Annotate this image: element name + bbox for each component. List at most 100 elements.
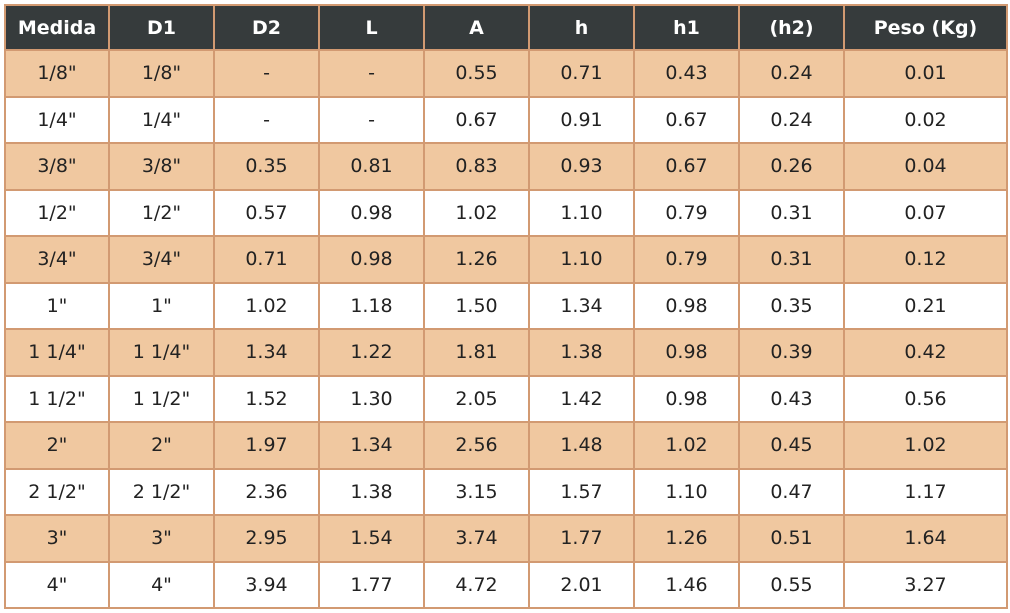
- table-cell: -: [318, 49, 425, 98]
- table-cell: 1.81: [423, 328, 530, 377]
- table-cell: 1 1/4": [4, 328, 110, 377]
- table-cell: 0.01: [843, 49, 1008, 98]
- table-row: 3/8" 3/8" 0.35 0.81 0.83 0.93 0.67 0.26 0.04: [4, 142, 1008, 191]
- table-cell: 1 1/2": [4, 374, 110, 423]
- header-cell: Medida: [4, 4, 110, 51]
- table-body: 1/8" 1/8" - -0.55 0.71 0.43 0.24 0.01 1/4" 1/4" - -…: [4, 49, 1008, 609]
- table-cell: 0.98: [318, 235, 425, 284]
- table-cell: 0.35: [738, 281, 845, 330]
- table-cell: 2": [4, 421, 110, 470]
- table-cell: 1.17: [843, 467, 1008, 516]
- table-cell: -: [318, 95, 425, 144]
- table-row: 1/4" 1/4" - -0.67 0.91 0.67 0.24 0.02: [4, 95, 1008, 144]
- table-cell: 1 1/4": [108, 328, 215, 377]
- table-row: 1/8" 1/8" - -0.55 0.71 0.43 0.24 0.01: [4, 49, 1008, 98]
- table-cell: 1/4": [108, 95, 215, 144]
- table-cell: 1.77: [528, 514, 635, 563]
- table-cell: 3": [4, 514, 110, 563]
- table-cell: 2 1/2": [108, 467, 215, 516]
- table-cell: 4": [108, 560, 215, 609]
- table-cell: 2.95: [213, 514, 320, 563]
- table-cell: 0.55: [423, 49, 530, 98]
- table-cell: 0.56: [843, 374, 1008, 423]
- table-cell: 0.93: [528, 142, 635, 191]
- table-cell: 0.42: [843, 328, 1008, 377]
- table-cell: 0.31: [738, 188, 845, 237]
- table-cell: 1/2": [108, 188, 215, 237]
- table-cell: 0.98: [633, 374, 740, 423]
- table-cell: 2.05: [423, 374, 530, 423]
- table-cell: 3/4": [4, 235, 110, 284]
- table-cell: 1": [108, 281, 215, 330]
- header-cell: (h2): [738, 4, 845, 51]
- table-cell: 1/2": [4, 188, 110, 237]
- table-cell: 0.71: [528, 49, 635, 98]
- table-row: 3" 3" 2.95 1.54 3.74 1.77 1.26 0.51 1.64: [4, 514, 1008, 563]
- table-cell: 1/8": [4, 49, 110, 98]
- header-cell: D2: [213, 4, 320, 51]
- table-cell: 0.98: [633, 328, 740, 377]
- header-cell: h: [528, 4, 635, 51]
- table-row: 1/2" 1/2" 0.57 0.98 1.02 1.10 0.79 0.31 0.07: [4, 188, 1008, 237]
- table-cell: 1.57: [528, 467, 635, 516]
- table-cell: 1.30: [318, 374, 425, 423]
- table-cell: 1 1/2": [108, 374, 215, 423]
- table-cell: 2.01: [528, 560, 635, 609]
- table-cell: 0.47: [738, 467, 845, 516]
- table-cell: 1.34: [528, 281, 635, 330]
- table-cell: 0.79: [633, 188, 740, 237]
- table-cell: 0.91: [528, 95, 635, 144]
- table-cell: 4": [4, 560, 110, 609]
- table-cell: 1.38: [528, 328, 635, 377]
- table-cell: 0.83: [423, 142, 530, 191]
- table-cell: 1.42: [528, 374, 635, 423]
- header-cell: Peso (Kg): [843, 4, 1008, 51]
- table-cell: 1.52: [213, 374, 320, 423]
- table-cell: 0.71: [213, 235, 320, 284]
- table-cell: 1.38: [318, 467, 425, 516]
- table-cell: 3/8": [108, 142, 215, 191]
- table-cell: 0.31: [738, 235, 845, 284]
- table-cell: 0.26: [738, 142, 845, 191]
- table-cell: 0.67: [633, 95, 740, 144]
- table-cell: 0.67: [633, 142, 740, 191]
- table-cell: 1/4": [4, 95, 110, 144]
- table-cell: 3/8": [4, 142, 110, 191]
- table-cell: 3/4": [108, 235, 215, 284]
- table-cell: 4.72: [423, 560, 530, 609]
- table-cell: 0.79: [633, 235, 740, 284]
- table-cell: 2.56: [423, 421, 530, 470]
- table-cell: 0.57: [213, 188, 320, 237]
- table-cell: 0.51: [738, 514, 845, 563]
- table-cell: 0.67: [423, 95, 530, 144]
- table-cell: 3.15: [423, 467, 530, 516]
- table-cell: 2 1/2": [4, 467, 110, 516]
- table-cell: 1.10: [528, 235, 635, 284]
- header-cell: D1: [108, 4, 215, 51]
- table-cell: 1.26: [423, 235, 530, 284]
- table-row: 1 1/2" 1 1/2" 1.52 1.30 2.05 1.42 0.98 0.43 0.56: [4, 374, 1008, 423]
- table-cell: 0.81: [318, 142, 425, 191]
- table-row: 2" 2" 1.97 1.34 2.56 1.48 1.02 0.45 1.02: [4, 421, 1008, 470]
- table-cell: 1.02: [843, 421, 1008, 470]
- table-cell: 0.45: [738, 421, 845, 470]
- table-cell: 1.34: [318, 421, 425, 470]
- table-cell: 3.27: [843, 560, 1008, 609]
- header-cell: h1: [633, 4, 740, 51]
- table-cell: 1.10: [528, 188, 635, 237]
- table-cell: 2.36: [213, 467, 320, 516]
- table-cell: 0.04: [843, 142, 1008, 191]
- header-cell: A: [423, 4, 530, 51]
- table-cell: 0.07: [843, 188, 1008, 237]
- table-cell: 0.12: [843, 235, 1008, 284]
- table-cell: 1.26: [633, 514, 740, 563]
- table-cell: 0.35: [213, 142, 320, 191]
- table-cell: 0.55: [738, 560, 845, 609]
- table-cell: 1.10: [633, 467, 740, 516]
- table-cell: 1.22: [318, 328, 425, 377]
- table-cell: 1.02: [633, 421, 740, 470]
- table-cell: 0.02: [843, 95, 1008, 144]
- table-cell: 3": [108, 514, 215, 563]
- table-cell: 1.54: [318, 514, 425, 563]
- table-cell: 1.48: [528, 421, 635, 470]
